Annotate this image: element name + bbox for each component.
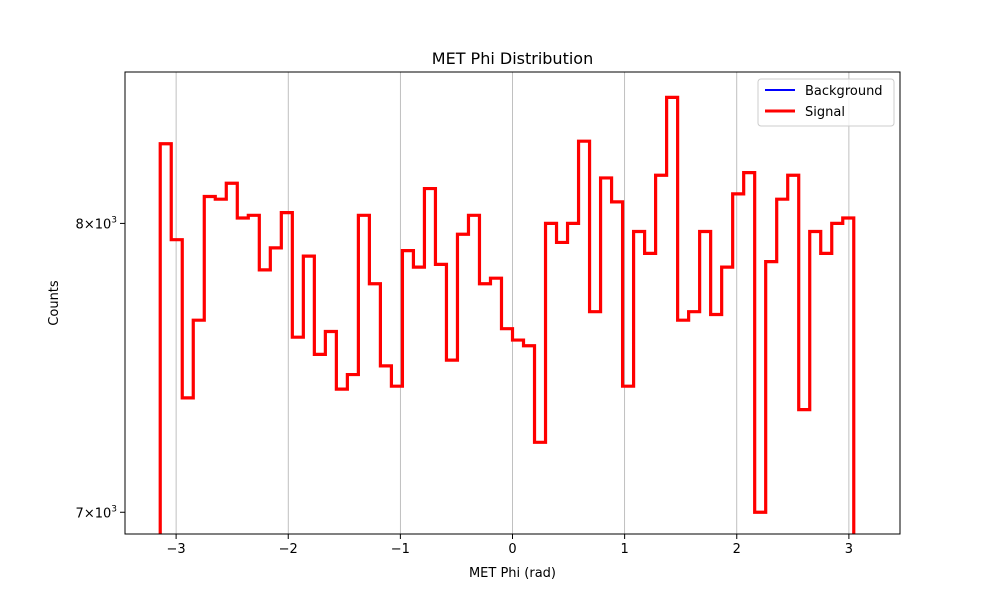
series-layer [158, 95, 856, 534]
y-tick-label: 8×103 [76, 215, 117, 232]
legend: Background Signal [757, 78, 895, 127]
y-tick-label: 7×103 [76, 504, 117, 521]
series-signal-step [158, 95, 856, 534]
x-tick-label: −2 [279, 542, 298, 557]
chart-title: MET Phi Distribution [432, 49, 593, 68]
x-tick-label: 0 [508, 542, 516, 557]
x-tick-label: −1 [391, 542, 410, 557]
legend-label-signal: Signal [805, 105, 845, 120]
legend-label-background: Background [805, 84, 883, 99]
x-tick-label: −3 [167, 542, 186, 557]
x-tick-label: 2 [733, 542, 741, 557]
x-grid [175, 72, 850, 534]
x-tick-label: 1 [620, 542, 628, 557]
x-axis: −3 −2 −1 0 1 2 3 [167, 534, 853, 557]
x-axis-label: MET Phi (rad) [469, 566, 556, 581]
x-tick-label: 3 [845, 542, 853, 557]
y-axis: 7×103 8×103 [76, 215, 125, 521]
y-axis-label: Counts [47, 280, 62, 326]
